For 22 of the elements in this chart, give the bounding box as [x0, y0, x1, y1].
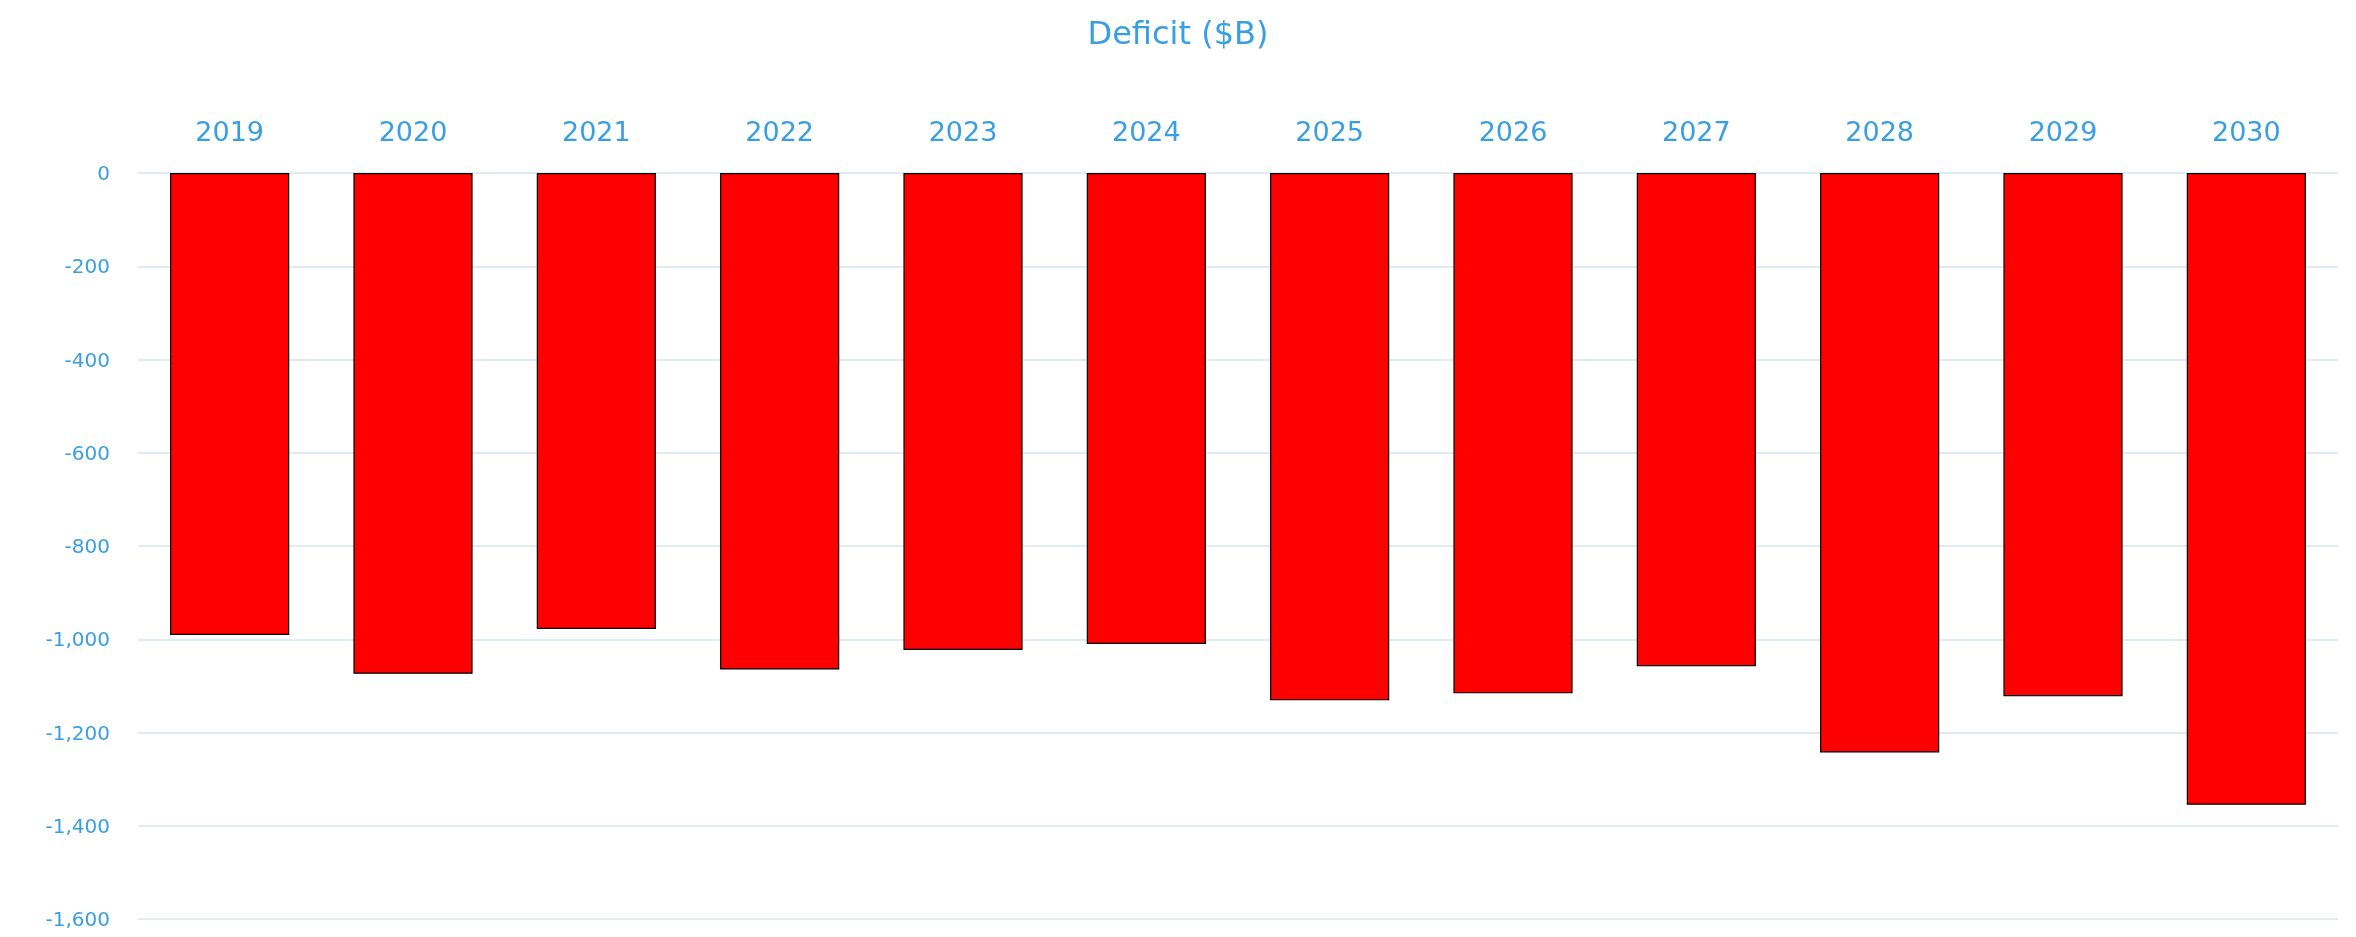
- chart-title: Deficit ($B): [1087, 14, 1269, 52]
- y-tick-label: -1,600: [45, 907, 110, 931]
- x-tick-label: 2021: [561, 116, 631, 147]
- x-tick-label: 2027: [1661, 116, 1731, 147]
- y-tick-label: -1,000: [45, 627, 110, 652]
- y-tick-label: -1,200: [45, 720, 110, 745]
- x-tick-label: 2024: [1111, 116, 1181, 147]
- x-tick-label: 2020: [378, 116, 448, 147]
- y-tick-label: 0: [97, 161, 110, 185]
- x-tick-label: 2019: [195, 116, 265, 147]
- x-tick-label: 2023: [928, 116, 998, 147]
- x-tick-label: 2029: [2028, 116, 2098, 147]
- x-tick-label: 2025: [1295, 116, 1365, 147]
- x-tick-label: 2022: [745, 116, 815, 147]
- x-tick-label: 2026: [1478, 116, 1548, 147]
- x-tick-label: 2030: [2211, 116, 2281, 147]
- y-tick-label: -600: [64, 440, 110, 465]
- y-tick-label: -1,400: [45, 813, 110, 838]
- y-tick-label: -200: [64, 254, 110, 279]
- y-tick-label: -800: [64, 534, 110, 558]
- x-tick-label: 2028: [1845, 116, 1915, 147]
- y-tick-label: -400: [64, 347, 110, 372]
